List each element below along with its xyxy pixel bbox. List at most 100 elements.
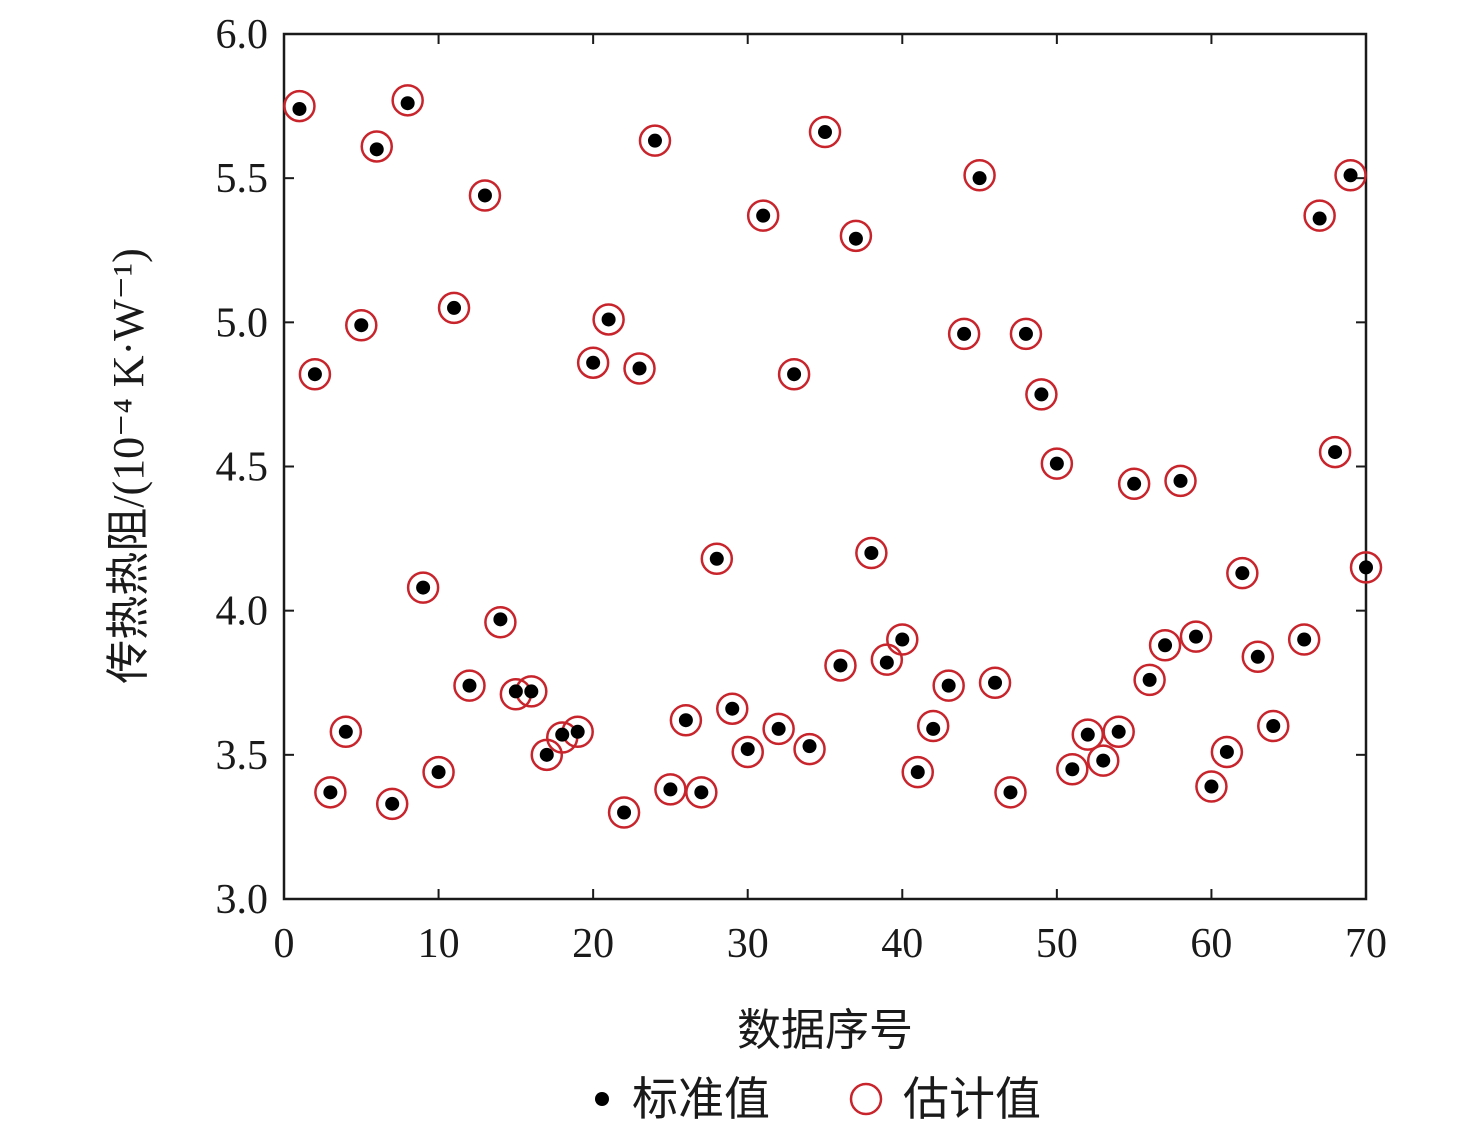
legend: 标准值 估计值 [595, 1074, 1041, 1125]
standard-point [354, 318, 369, 333]
estimate-point [1334, 159, 1367, 192]
estimate-point [314, 776, 347, 809]
estimate-point [1226, 556, 1259, 590]
legend-label-standard: 标准值 [632, 1074, 770, 1125]
estimate-point [1133, 663, 1166, 697]
standard-point [416, 580, 431, 595]
standard-point [1111, 724, 1126, 739]
standard-point [508, 684, 523, 699]
standard-point [818, 125, 832, 140]
estimate-point [1241, 640, 1275, 674]
legend-label-estimate: 估计值 [903, 1074, 1041, 1125]
x-tick-label: 10 [418, 921, 460, 967]
standard-point [493, 612, 508, 627]
standard-point [1096, 753, 1111, 768]
estimate-point [1303, 199, 1336, 232]
standard-point [709, 551, 724, 566]
estimate-point [623, 352, 656, 385]
standard-point [323, 785, 338, 800]
estimate-point [329, 715, 363, 749]
standard-point [972, 171, 987, 186]
x-tick-label: 20 [572, 921, 614, 967]
standard-point [694, 785, 709, 800]
estimate-point [1009, 317, 1043, 351]
standard-point [1297, 632, 1312, 647]
standard-point [740, 742, 755, 757]
estimate-point [746, 199, 780, 232]
legend-marker-standard [595, 1092, 609, 1106]
standard-point [941, 678, 956, 693]
standard-point [307, 367, 322, 382]
estimate-point [592, 303, 625, 336]
estimate-point [994, 776, 1027, 809]
estimate-point [283, 89, 316, 123]
standard-point [400, 96, 415, 111]
standard-point [1250, 649, 1265, 664]
standard-point [1127, 476, 1142, 491]
x-tick-label: 30 [727, 921, 769, 967]
standard-point [771, 721, 786, 736]
marks-layer [283, 84, 1383, 829]
y-tick-label: 3.0 [216, 877, 269, 923]
standard-point [957, 326, 972, 341]
estimate-point [870, 643, 904, 676]
standard-point [833, 658, 848, 673]
standard-point [756, 208, 771, 223]
standard-point [1266, 719, 1281, 733]
estimate-point [932, 669, 965, 702]
standard-point [1328, 445, 1343, 460]
estimate-point [808, 115, 842, 149]
standard-point [1080, 727, 1095, 742]
standard-point [1219, 744, 1234, 759]
standard-point [1049, 456, 1064, 471]
x-tick-label: 0 [274, 921, 295, 967]
x-tick-label: 60 [1190, 921, 1232, 967]
standard-point [632, 361, 647, 376]
estimate-point [453, 669, 486, 702]
estimate-point [298, 357, 332, 391]
estimate-point [855, 536, 888, 570]
standard-point [431, 765, 446, 780]
estimate-point [762, 712, 795, 746]
estimate-point [963, 159, 996, 192]
estimate-point [777, 357, 811, 391]
standard-point [848, 231, 863, 246]
y-tick-label: 6.0 [216, 12, 269, 58]
estimate-point [1056, 753, 1089, 786]
legend-marker-estimate [849, 1082, 883, 1116]
x-tick-label: 70 [1345, 921, 1387, 967]
standard-point [586, 355, 601, 370]
estimate-point [1164, 464, 1197, 498]
standard-point [864, 546, 879, 560]
estimate-point [824, 649, 857, 682]
standard-point [477, 188, 492, 203]
standard-point [1003, 785, 1018, 800]
estimate-point [1318, 435, 1352, 469]
standard-point [1173, 473, 1188, 488]
standard-point [524, 684, 539, 699]
standard-point [910, 765, 925, 780]
estimate-point [947, 317, 981, 351]
standard-point [292, 101, 307, 116]
standard-point [601, 312, 616, 327]
y-tick-label: 4.0 [216, 589, 269, 635]
estimate-point [1179, 620, 1213, 653]
standard-point [338, 724, 353, 739]
standard-point [1188, 629, 1203, 644]
estimate-point [1148, 629, 1182, 662]
x-tick-label: 40 [881, 921, 923, 967]
y-axis-title: 传热热阻/(10⁻⁴ K·W⁻¹) [104, 248, 153, 683]
estimate-point [1102, 715, 1135, 749]
estimate-point [437, 291, 471, 325]
estimate-point [468, 179, 502, 212]
estimate-point [576, 346, 610, 379]
estimate-point [886, 623, 919, 656]
standard-point [725, 701, 740, 716]
estimate-point [345, 308, 378, 342]
estimate-point [731, 735, 764, 769]
standard-point [617, 805, 632, 820]
y-tick-label: 4.5 [216, 445, 269, 491]
standard-point [926, 721, 941, 736]
